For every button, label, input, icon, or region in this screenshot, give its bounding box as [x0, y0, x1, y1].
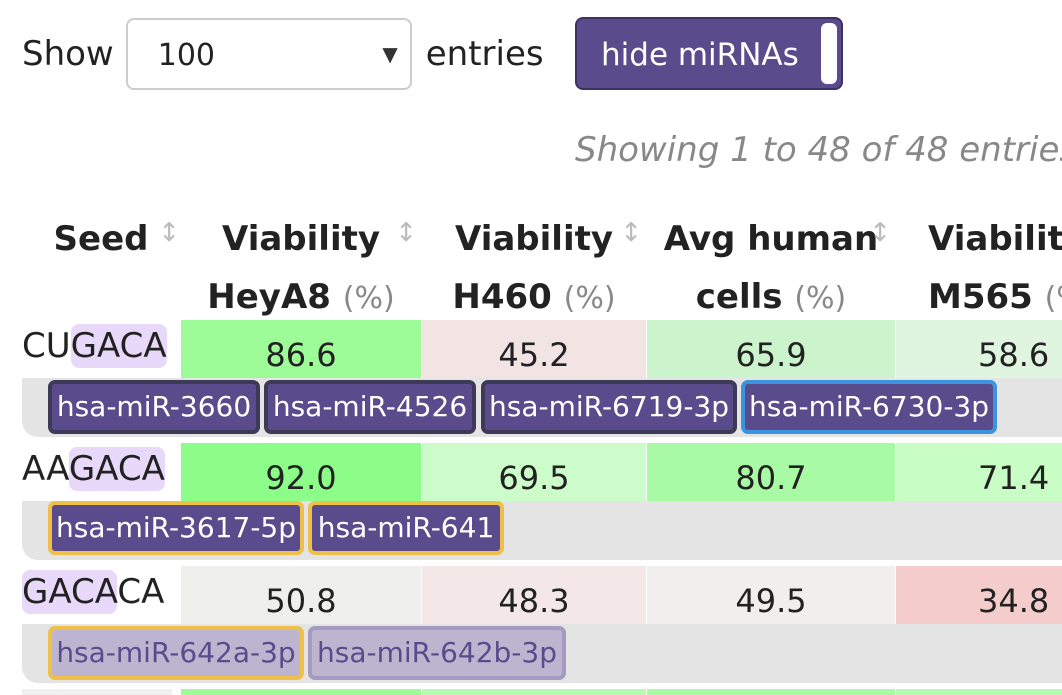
next-row-seed — [22, 689, 172, 695]
header-unit: (%) — [794, 281, 847, 316]
header-sublabel: H460 (%) — [422, 268, 646, 328]
seed-prefix: AA — [22, 449, 69, 489]
column-header-viability-h460[interactable]: Viability H460 (%) ↕ — [422, 210, 646, 322]
column-header-viability-m565[interactable]: Viability M565 (%) — [896, 210, 1062, 322]
column-header-seed[interactable]: Seed ↕ — [22, 210, 180, 322]
mirna-tag[interactable]: hsa-miR-641 — [308, 501, 504, 555]
value-cell-heya8: 86.6 — [181, 320, 421, 378]
mirna-tag[interactable]: hsa-miR-3660 — [48, 380, 260, 434]
value-cell-h460: 69.5 — [422, 443, 646, 501]
sort-icon: ↕ — [395, 218, 417, 248]
header-cell-line: HeyA8 — [207, 277, 331, 317]
page-size-value: 100 — [157, 38, 216, 73]
mirna-tag[interactable]: hsa-miR-6719-3p — [481, 380, 737, 434]
mirna-tag[interactable]: hsa-miR-642b-3p — [308, 626, 566, 680]
next-row-cell — [896, 689, 1062, 695]
seed-cell: CUGACA — [22, 324, 167, 368]
seed-cell: GACACA — [22, 570, 165, 614]
seed-highlight: GACA — [68, 447, 165, 491]
length-control: Show 100 ▼ entries — [22, 18, 544, 90]
value-cell-h460: 45.2 — [422, 320, 646, 378]
entries-label: entries — [425, 34, 544, 74]
header-cell-line: M565 — [928, 277, 1033, 317]
header-label: Viability — [221, 219, 381, 259]
seed-highlight: GACA — [70, 324, 167, 368]
header-cell-line: cells — [695, 277, 783, 317]
mirna-row: hsa-miR-3617-5p hsa-miR-641 — [22, 501, 1062, 560]
header-unit: (%) — [1044, 281, 1062, 316]
value-cell-heya8: 92.0 — [181, 443, 421, 501]
mirna-row: hsa-miR-642a-3p hsa-miR-642b-3p — [22, 624, 1062, 683]
header-sublabel: M565 (%) — [928, 268, 1062, 328]
header-unit: (%) — [342, 281, 395, 316]
column-header-viability-heya8[interactable]: Viability HeyA8 (%) ↕ — [181, 210, 421, 322]
value-cell-avg: 65.9 — [647, 320, 895, 378]
hide-mirnas-toggle[interactable]: hide miRNAs — [575, 17, 843, 90]
toggle-label: hide miRNAs — [601, 37, 799, 73]
sort-icon: ↕ — [869, 218, 891, 248]
toggle-knob — [821, 23, 837, 84]
header-sublabel: HeyA8 (%) — [181, 268, 421, 328]
header-sublabel: cells (%) — [647, 268, 895, 328]
column-header-avg-human-cells[interactable]: Avg human cells (%) ↕ — [647, 210, 895, 322]
value-cell-heya8: 50.8 — [181, 566, 421, 624]
table-info: Showing 1 to 48 of 48 entries — [575, 130, 1062, 170]
seed-suffix: CA — [117, 572, 165, 612]
page-size-select[interactable]: 100 ▼ — [125, 18, 412, 90]
value-cell-m565: 71.4 — [896, 443, 1062, 501]
seed-prefix: CU — [22, 326, 71, 366]
next-row-cell — [647, 689, 895, 695]
mirna-tag[interactable]: hsa-miR-642a-3p — [48, 626, 304, 680]
mirna-tag[interactable]: hsa-miR-4526 — [264, 380, 476, 434]
show-label: Show — [22, 34, 114, 74]
header-label: Viability — [928, 219, 1062, 259]
seed-cell: AAGACA — [22, 447, 165, 491]
value-cell-avg: 49.5 — [647, 566, 895, 624]
header-unit: (%) — [563, 281, 616, 316]
header-label: Viability — [454, 219, 614, 259]
mirna-row: hsa-miR-3660 hsa-miR-4526 hsa-miR-6719-3… — [22, 378, 1062, 437]
header-cell-line: H460 — [452, 277, 552, 317]
caret-down-icon: ▼ — [382, 42, 398, 66]
mirna-tag[interactable]: hsa-miR-6730-3p — [741, 380, 997, 434]
value-cell-m565: 58.6 — [896, 320, 1062, 378]
seed-highlight: GACA — [22, 570, 118, 614]
header-label: Avg human — [663, 219, 879, 259]
header-label: Seed — [53, 219, 149, 259]
value-cell-avg: 80.7 — [647, 443, 895, 501]
next-row-cell — [181, 689, 421, 695]
value-cell-h460: 48.3 — [422, 566, 646, 624]
mirna-tag[interactable]: hsa-miR-3617-5p — [48, 501, 304, 555]
next-row-cell — [422, 689, 646, 695]
sort-icon: ↕ — [158, 218, 180, 248]
value-cell-m565: 34.8 — [896, 566, 1062, 624]
sort-icon: ↕ — [620, 218, 642, 248]
